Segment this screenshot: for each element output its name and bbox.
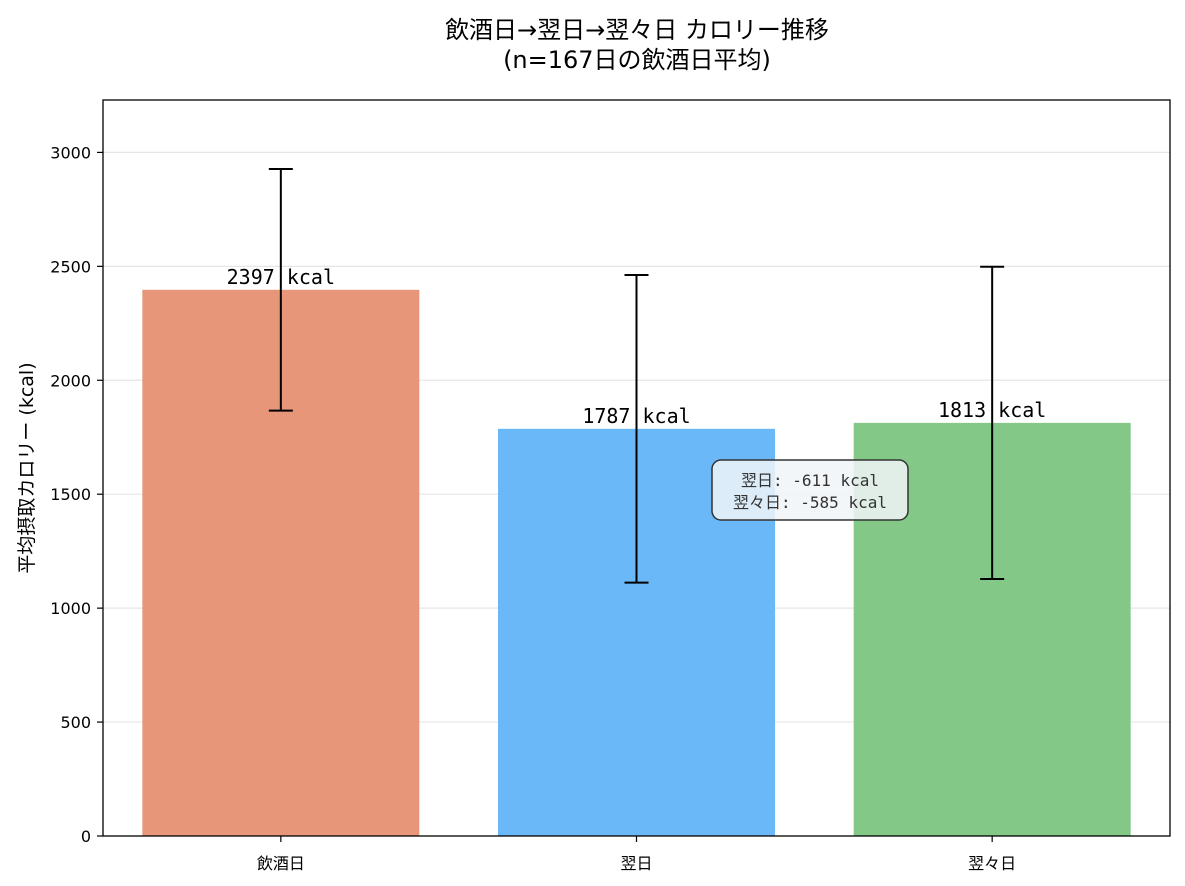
value-label: 1787 kcal <box>582 404 690 428</box>
x-tick-label: 飲酒日 <box>257 854 305 873</box>
chart-title: 飲酒日→翌日→翌々日 カロリー推移 <box>445 16 829 44</box>
value-labels: 2397 kcal 1787 kcal 1813 kcal <box>227 265 1047 428</box>
annotation-line: 翌々日: -585 kcal <box>733 493 887 512</box>
x-axis-ticks: 飲酒日 翌日 翌々日 <box>257 836 1016 873</box>
y-tick-label: 2000 <box>50 371 91 390</box>
y-tick-label: 2500 <box>50 257 91 276</box>
annotation-frame <box>711 459 909 521</box>
y-tick-label: 1000 <box>50 599 91 618</box>
chart-subtitle: (n=167日の飲酒日平均) <box>503 46 771 74</box>
error-bars <box>268 168 1005 584</box>
y-axis-ticks: 0 500 1000 1500 2000 2500 3000 <box>50 143 103 846</box>
value-label: 1813 kcal <box>938 398 1046 422</box>
y-tick-label: 0 <box>81 827 91 846</box>
y-tick-label: 500 <box>60 713 91 732</box>
value-label: 2397 kcal <box>227 265 335 289</box>
x-tick-label: 翌々日 <box>968 854 1016 873</box>
annotation-line: 翌日: -611 kcal <box>741 471 879 490</box>
y-tick-label: 1500 <box>50 485 91 504</box>
annotation-box: 翌日: -611 kcal 翌々日: -585 kcal <box>711 459 909 521</box>
y-tick-label: 3000 <box>50 143 91 162</box>
y-axis-label: 平均摂取カロリー (kcal) <box>16 362 38 573</box>
x-tick-label: 翌日 <box>620 854 652 873</box>
